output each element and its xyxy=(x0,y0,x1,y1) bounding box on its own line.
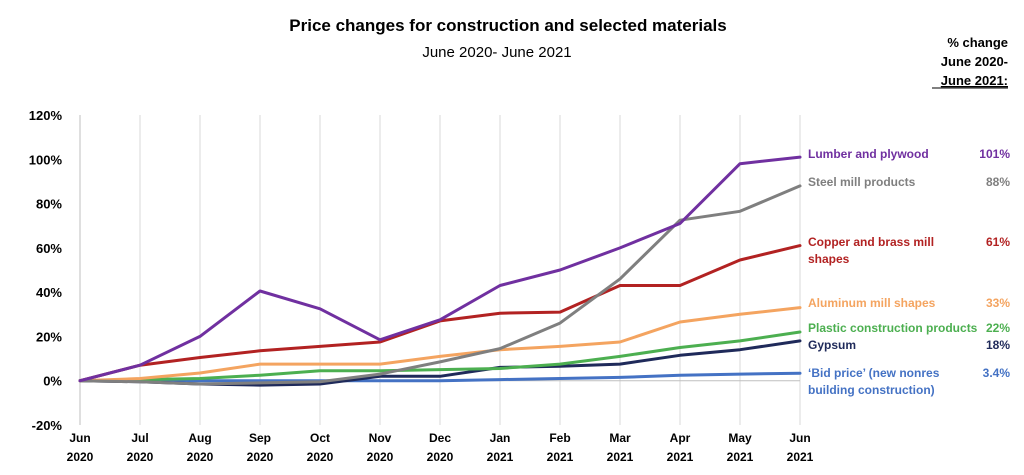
y-tick-label: 40% xyxy=(36,285,62,300)
series-label: Aluminum mill shapes xyxy=(808,296,936,310)
series-change-value: 33% xyxy=(986,296,1010,310)
change-header-line-3: June 2021: xyxy=(941,73,1008,88)
x-tick-label-month: Jun xyxy=(69,431,90,445)
series-line-lumber-and-plywood xyxy=(78,155,802,383)
series-change-value: 3.4% xyxy=(983,366,1011,380)
x-tick-label-month: Oct xyxy=(310,431,330,445)
series-change-value: 61% xyxy=(986,235,1010,249)
axis-layer: -20% 0% 20% 40% 60% 80% 100% 120% Jun 2020 Jul 2020… xyxy=(29,108,814,464)
x-tick-label-year: 2020 xyxy=(307,450,334,464)
x-tick-label-year: 2020 xyxy=(127,450,154,464)
x-tick-label-year: 2021 xyxy=(487,450,514,464)
series-change-value: 101% xyxy=(979,147,1010,161)
x-tick-label-month: Jul xyxy=(131,431,148,445)
change-header-line-2: June 2020- xyxy=(941,54,1008,69)
x-tick-label-month: Nov xyxy=(369,431,392,445)
chart-subtitle: June 2020- June 2021 xyxy=(422,44,571,61)
change-header-line-1: % change xyxy=(947,35,1008,50)
series-label: Copper and brass mill xyxy=(808,235,934,249)
x-tick-label-year: 2021 xyxy=(667,450,694,464)
series-line-aluminum-mill-shapes xyxy=(78,306,802,383)
series-change-value: 18% xyxy=(986,338,1010,352)
series-label: Lumber and plywood xyxy=(808,147,929,161)
series-label: building construction) xyxy=(808,383,935,397)
x-tick-label-month: Mar xyxy=(609,431,631,445)
chart-title: Price changes for construction and selec… xyxy=(289,16,726,35)
series-label: Plastic construction products xyxy=(808,321,978,335)
y-tick-label: 120% xyxy=(29,108,63,123)
x-tick-label-month: Jun xyxy=(789,431,810,445)
series-change-value: 88% xyxy=(986,175,1010,189)
x-tick-label-month: Jan xyxy=(490,431,511,445)
x-tick-label-year: 2020 xyxy=(427,450,454,464)
y-tick-label: 20% xyxy=(36,329,62,344)
x-tick-label-month: Feb xyxy=(549,431,570,445)
x-tick-label-year: 2021 xyxy=(607,450,634,464)
x-tick-label-year: 2021 xyxy=(547,450,574,464)
series-line-bid-price-new-nonres-building-construction xyxy=(78,371,802,383)
x-tick-label-year: 2020 xyxy=(187,450,214,464)
series-line-steel-mill-products xyxy=(78,184,802,386)
x-tick-label-month: Sep xyxy=(249,431,271,445)
x-tick-label-year: 2020 xyxy=(67,450,94,464)
series-layer xyxy=(78,155,802,387)
series-label: ‘Bid price’ (new nonres xyxy=(808,366,940,380)
x-tick-label-year: 2020 xyxy=(367,450,394,464)
series-line-plastic-construction-products xyxy=(78,330,802,383)
y-tick-label: 100% xyxy=(29,152,63,167)
y-tick-label: -20% xyxy=(32,418,63,433)
series-label: shapes xyxy=(808,252,850,266)
y-tick-label: 0% xyxy=(43,374,62,389)
series-label: Gypsum xyxy=(808,338,856,352)
x-tick-label-month: Aug xyxy=(188,431,211,445)
x-tick-label-year: 2021 xyxy=(727,450,754,464)
y-tick-label: 60% xyxy=(36,241,62,256)
series-change-value: 22% xyxy=(986,321,1010,335)
x-tick-label-year: 2020 xyxy=(247,450,274,464)
x-tick-label-year: 2021 xyxy=(787,450,814,464)
x-tick-label-month: Dec xyxy=(429,431,451,445)
y-tick-label: 80% xyxy=(36,197,62,212)
series-label: Steel mill products xyxy=(808,175,916,189)
x-tick-label-month: May xyxy=(728,431,752,445)
x-tick-label-month: Apr xyxy=(670,431,691,445)
label-layer: Lumber and plywood 101% Steel mill product… xyxy=(808,147,1010,397)
